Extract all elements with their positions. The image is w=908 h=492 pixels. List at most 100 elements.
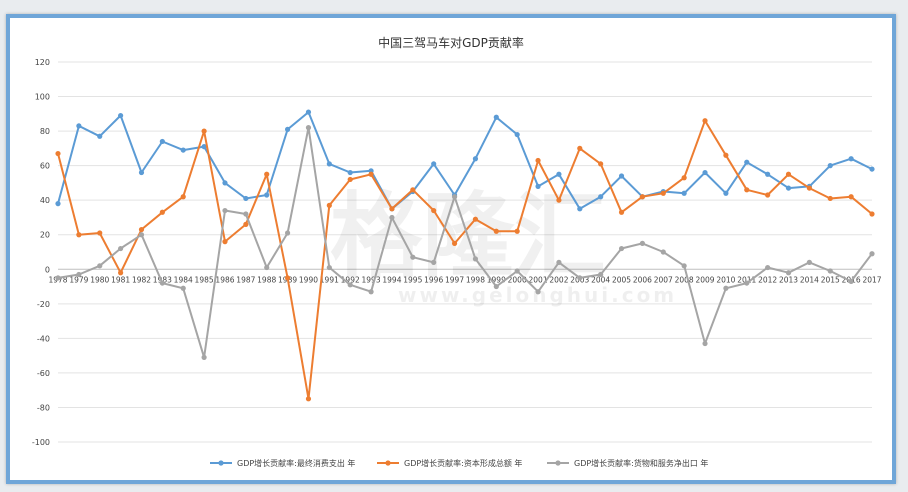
data-point <box>97 133 103 139</box>
x-tick-label: 1982 <box>132 275 151 284</box>
data-point <box>535 157 541 164</box>
data-point <box>243 221 249 227</box>
data-point <box>514 268 520 274</box>
y-axis-ticks: -100 -80 -60 -40 -20 0 20 40 60 80 100 120 <box>32 58 50 447</box>
x-tick-label: 1999 <box>487 275 506 284</box>
series-1 <box>55 109 875 212</box>
x-tick-label: 2015 <box>821 275 840 284</box>
data-point <box>97 263 103 269</box>
x-tick-label: 1984 <box>174 275 193 284</box>
chart-frame: 格隆汇 www.gelonghui.com -100 -80 -60 -40 -20 0 2… <box>6 14 896 484</box>
data-point <box>138 232 145 238</box>
data-point <box>765 192 771 198</box>
data-point <box>577 206 583 212</box>
data-point <box>744 280 750 286</box>
data-point <box>76 123 82 129</box>
data-point <box>55 201 61 207</box>
data-point <box>848 156 854 162</box>
x-tick-label: 2008 <box>675 275 694 284</box>
data-point <box>326 202 332 208</box>
data-point <box>326 264 332 271</box>
legend-label: GDP增长贡献率:资本形成总额 年 <box>404 458 522 468</box>
data-point <box>660 249 666 255</box>
data-point <box>598 271 604 278</box>
data-point <box>806 259 812 265</box>
data-point <box>848 278 854 284</box>
x-tick-label: 1986 <box>215 275 234 284</box>
x-tick-label: 1998 <box>466 275 485 284</box>
data-point <box>389 214 395 221</box>
data-point <box>556 197 562 203</box>
data-point <box>284 275 291 281</box>
y-tick-label: 120 <box>35 58 50 67</box>
data-point <box>598 161 604 167</box>
data-point <box>410 187 416 193</box>
legend-marker <box>555 460 561 466</box>
data-point <box>138 226 145 233</box>
data-point <box>451 194 458 200</box>
data-point <box>431 161 437 167</box>
data-point <box>451 240 458 246</box>
data-point <box>514 228 520 234</box>
data-point <box>180 147 186 153</box>
data-point <box>472 256 479 262</box>
data-point <box>368 171 374 177</box>
data-point <box>368 289 374 295</box>
x-tick-label: 2014 <box>800 275 819 284</box>
data-point <box>806 185 812 191</box>
data-point <box>180 194 186 200</box>
data-point <box>869 211 875 217</box>
data-point <box>305 125 312 131</box>
data-point <box>681 175 687 181</box>
data-point <box>598 194 604 200</box>
data-point <box>639 194 646 200</box>
x-tick-label: 1988 <box>257 275 276 284</box>
legend-marker <box>385 460 391 466</box>
data-point <box>201 128 207 134</box>
data-point <box>535 289 541 295</box>
y-tick-label: -80 <box>37 403 50 412</box>
data-point <box>326 161 332 167</box>
data-point <box>827 163 833 169</box>
series-line <box>57 126 873 359</box>
data-point <box>493 114 499 120</box>
data-point <box>347 282 353 288</box>
y-tick-label: 80 <box>40 127 50 136</box>
x-tick-label: 2000 <box>508 275 527 284</box>
data-point <box>827 195 833 202</box>
data-point <box>159 209 165 215</box>
y-tick-label: 0 <box>45 265 50 274</box>
series-3 <box>55 125 875 360</box>
x-tick-label: 2010 <box>716 275 735 284</box>
y-tick-label: 20 <box>40 231 50 240</box>
data-point <box>723 190 729 196</box>
legend-label: GDP增长贡献率:最终消费支出 年 <box>237 458 355 468</box>
series-lines <box>55 109 875 402</box>
x-tick-label: 1995 <box>403 275 422 284</box>
x-tick-label: 2004 <box>591 275 610 284</box>
y-tick-label: -100 <box>32 438 50 447</box>
data-point <box>264 264 270 271</box>
data-point <box>347 169 353 176</box>
data-point <box>264 171 270 177</box>
data-point <box>556 259 562 265</box>
x-tick-label: 1979 <box>69 275 88 284</box>
data-point <box>180 285 186 291</box>
x-tick-label: 1997 <box>445 275 464 284</box>
data-point <box>118 270 124 276</box>
series-line <box>57 111 873 210</box>
data-point <box>702 340 708 347</box>
x-tick-label: 1990 <box>299 275 318 284</box>
data-point <box>723 285 729 291</box>
data-point <box>785 185 792 191</box>
data-point <box>347 176 353 183</box>
x-tick-label: 2002 <box>549 275 568 284</box>
watermark-url: www.gelonghui.com <box>398 283 677 307</box>
y-tick-label: 100 <box>35 93 50 102</box>
data-point <box>284 230 291 236</box>
data-point <box>848 194 854 200</box>
data-point <box>556 171 562 177</box>
x-tick-label: 1981 <box>111 275 130 284</box>
data-point <box>493 228 499 234</box>
data-point <box>201 144 207 150</box>
